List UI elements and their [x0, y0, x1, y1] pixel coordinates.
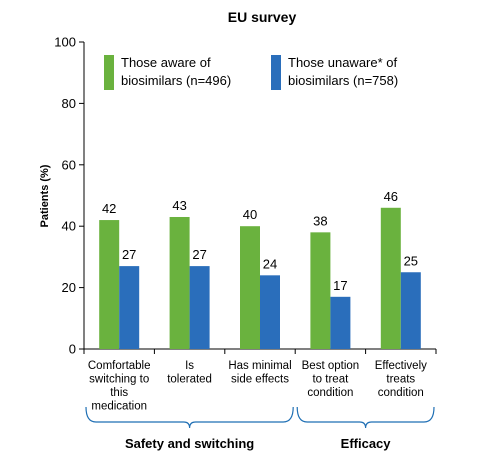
x-tick-label: to treat — [312, 374, 349, 386]
data-label: 25 — [404, 253, 418, 268]
data-label: 46 — [384, 189, 398, 204]
data-label: 17 — [333, 278, 347, 293]
bar — [189, 266, 210, 349]
bar — [330, 296, 351, 349]
bar — [99, 220, 120, 349]
bar — [400, 272, 421, 349]
bar — [380, 207, 401, 349]
x-tick-label: Effectively — [375, 360, 427, 372]
legend-label: biosimilars (n=496) — [121, 73, 231, 88]
legend-label: Those unaware* of — [288, 55, 398, 70]
x-tick-label: medication — [91, 401, 147, 413]
bar — [119, 266, 140, 349]
y-tick-label: 0 — [69, 342, 76, 357]
legend-label: biosimilars (n=758) — [288, 73, 398, 88]
x-tick-label: tolerated — [167, 374, 212, 386]
group-bracket — [85, 406, 294, 429]
bar — [310, 232, 331, 349]
legend-swatch — [104, 55, 114, 90]
x-tick-label: condition — [378, 387, 424, 399]
y-axis-label: Patients (%) — [39, 164, 51, 227]
chart-title: EU survey — [228, 9, 297, 25]
x-tick-label: switching to — [89, 374, 149, 386]
legend-label: Those aware of — [121, 55, 211, 70]
y-tick-label: 100 — [54, 35, 76, 50]
data-label: 27 — [122, 247, 136, 262]
y-tick-label: 40 — [62, 219, 76, 234]
y-tick-label: 80 — [62, 96, 76, 111]
x-tick-label: condition — [307, 387, 353, 399]
data-label: 40 — [243, 207, 257, 222]
data-label: 24 — [263, 256, 277, 271]
x-tick-label: Is — [185, 360, 194, 372]
group-label: Safety and switching — [125, 436, 254, 451]
y-tick-label: 60 — [62, 157, 76, 172]
bar — [260, 275, 280, 349]
data-label: 38 — [313, 213, 327, 228]
legend-swatch — [271, 55, 281, 90]
data-label: 42 — [102, 201, 116, 216]
bar — [240, 226, 260, 349]
data-label: 27 — [192, 247, 206, 262]
x-tick-label: Has minimal — [228, 360, 291, 372]
x-tick-label: Comfortable — [88, 360, 151, 372]
bar — [169, 216, 190, 349]
x-tick-label: treats — [386, 374, 415, 386]
x-tick-label: Best option — [302, 360, 360, 372]
group-bracket — [296, 406, 435, 429]
data-label: 43 — [172, 198, 186, 213]
x-tick-label: this — [110, 387, 128, 399]
y-tick-label: 20 — [62, 280, 76, 295]
x-tick-label: side effects — [231, 374, 289, 386]
group-label: Efficacy — [341, 436, 392, 451]
